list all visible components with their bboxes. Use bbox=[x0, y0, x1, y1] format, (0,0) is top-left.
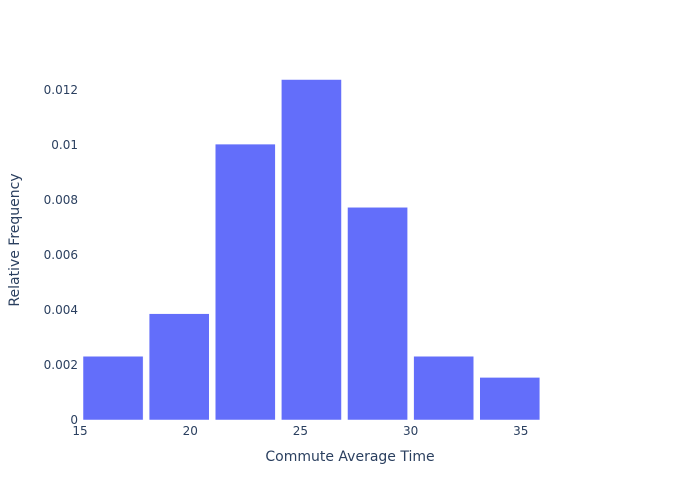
x-axis-title: Commute Average Time bbox=[265, 449, 434, 465]
histogram-bar bbox=[479, 377, 541, 421]
y-axis-title: Relative Frequency bbox=[7, 173, 23, 306]
y-tick-label: 0.004 bbox=[44, 303, 78, 317]
y-tick-label: 0.008 bbox=[44, 193, 78, 207]
histogram-bar bbox=[281, 79, 342, 421]
y-tick-label: 0.002 bbox=[44, 358, 78, 372]
bars-group bbox=[82, 79, 541, 421]
x-tick-label: 35 bbox=[513, 424, 528, 438]
y-tick-label: 0.01 bbox=[51, 138, 78, 152]
histogram-bar bbox=[82, 355, 144, 421]
histogram-bar bbox=[148, 313, 210, 421]
y-tick-label: 0.012 bbox=[44, 83, 78, 97]
y-axis-ticks: 0 0.002 0.004 0.006 0.008 0.01 0.012 bbox=[44, 83, 78, 427]
x-axis-ticks: 15 20 25 30 35 bbox=[72, 424, 528, 438]
histogram-bar bbox=[347, 207, 408, 421]
x-tick-label: 15 bbox=[72, 424, 87, 438]
histogram-bar bbox=[413, 355, 474, 421]
y-tick-label: 0.006 bbox=[44, 248, 78, 262]
x-tick-label: 25 bbox=[293, 424, 308, 438]
x-tick-label: 20 bbox=[183, 424, 198, 438]
histogram-bar bbox=[214, 143, 276, 421]
x-tick-label: 30 bbox=[403, 424, 418, 438]
y-tick-label: 0 bbox=[70, 413, 78, 427]
